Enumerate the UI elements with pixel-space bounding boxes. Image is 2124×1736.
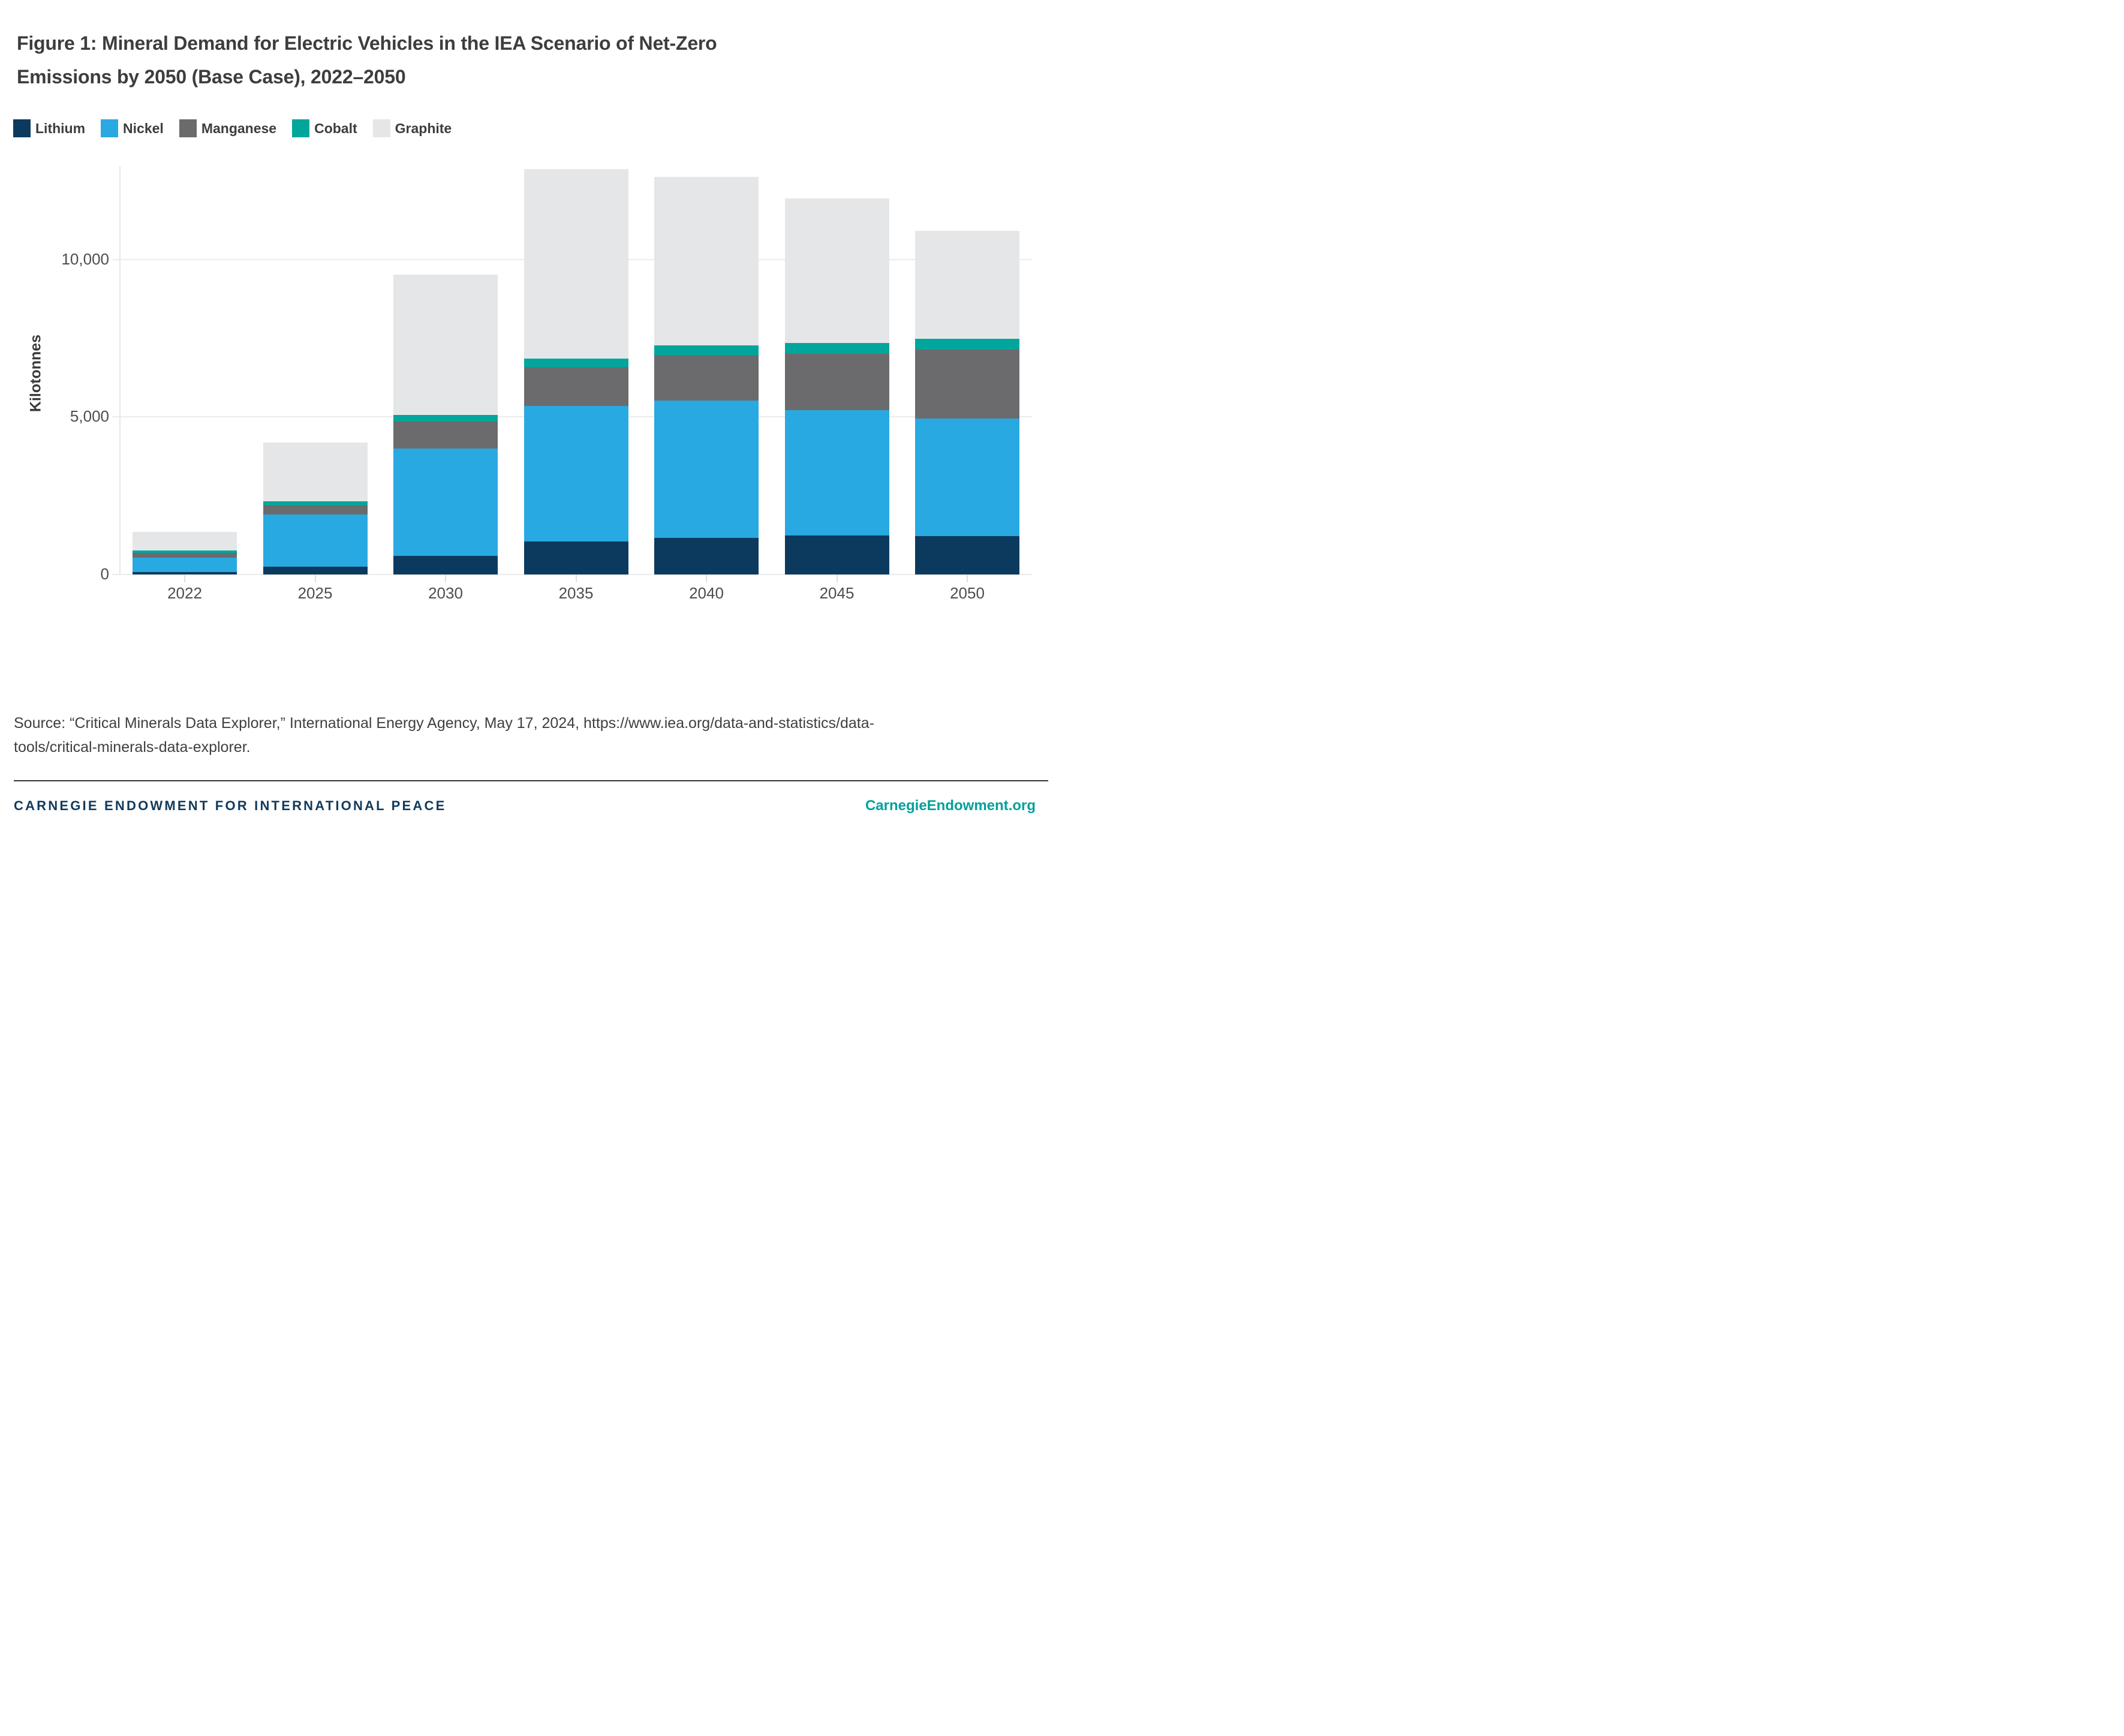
legend-swatch-nickel — [101, 119, 119, 137]
legend-item-graphite: Graphite — [372, 119, 452, 137]
x-tick-label-2030: 2030 — [428, 584, 463, 602]
source-line-1: Source: “Critical Minerals Data Explorer… — [14, 715, 874, 732]
footer-site-link[interactable]: CarnegieEndowment.org — [865, 798, 1036, 814]
chart: Kilotonnes 0 5,000 10,000 2022 2025 2030 2035 2… — [0, 0, 1062, 868]
bar-segment-cobalt-2035 — [524, 358, 628, 367]
bar-segment-graphite-2025 — [263, 442, 368, 501]
x-tick-2030 — [445, 574, 446, 582]
x-tick-2035 — [575, 574, 577, 582]
bar-segment-cobalt-2030 — [393, 414, 498, 422]
bar-segment-graphite-2045 — [784, 198, 889, 344]
source-line-2: tools/critical-minerals-data-explorer. — [14, 739, 251, 756]
bar-column-2022 — [133, 166, 237, 574]
x-tick-label-2040: 2040 — [689, 584, 724, 602]
bar-segment-nickel-2025 — [263, 514, 368, 567]
bar-segment-cobalt-2040 — [654, 345, 759, 355]
bar-segment-cobalt-2050 — [915, 339, 1019, 350]
bar-segment-graphite-2040 — [654, 177, 759, 346]
x-tick-2022 — [184, 574, 185, 582]
bar-segment-graphite-2050 — [915, 230, 1019, 339]
bar-segment-nickel-2050 — [915, 419, 1019, 537]
bar-segment-graphite-2030 — [393, 274, 498, 415]
legend-label: Graphite — [395, 120, 452, 136]
bar-segment-manganese-2045 — [784, 353, 889, 411]
gridline-0 — [112, 574, 1032, 575]
x-tick-label-2045: 2045 — [819, 584, 855, 602]
bar-column-2035 — [524, 166, 628, 574]
bar-column-2050 — [915, 166, 1019, 574]
bar-segment-cobalt-2045 — [784, 343, 889, 354]
x-tick-label-2050: 2050 — [950, 584, 985, 602]
bar-segment-lithium-2022 — [133, 572, 237, 574]
bar-column-2045 — [784, 166, 889, 574]
bar-segment-nickel-2030 — [393, 449, 498, 556]
x-tick-label-2025: 2025 — [297, 584, 333, 602]
title-line-1: Figure 1: Mineral Demand for Electric Ve… — [17, 32, 717, 54]
legend-label: Cobalt — [314, 120, 357, 136]
bar-segment-manganese-2030 — [393, 421, 498, 449]
chart-legend: Lithium Nickel Manganese Cobalt Graphite — [13, 119, 467, 137]
bar-segment-graphite-2035 — [524, 169, 628, 359]
legend-label: Lithium — [35, 120, 86, 136]
bar-segment-nickel-2040 — [654, 401, 759, 538]
source-note: Source: “Critical Minerals Data Explorer… — [14, 711, 1033, 759]
legend-swatch-lithium — [13, 119, 31, 137]
legend-swatch-cobalt — [292, 119, 310, 137]
bar-segment-lithium-2045 — [784, 535, 889, 574]
bar-segment-graphite-2022 — [133, 532, 237, 550]
bar-segment-lithium-2030 — [393, 556, 498, 574]
x-tick-2025 — [314, 574, 316, 582]
title-line-2: Emissions by 2050 (Base Case), 2022–2050 — [17, 66, 406, 88]
legend-item-cobalt: Cobalt — [292, 119, 357, 137]
page-title: Figure 1: Mineral Demand for Electric Ve… — [17, 26, 1024, 94]
bar-segment-nickel-2035 — [524, 405, 628, 541]
legend-item-nickel: Nickel — [101, 119, 164, 137]
bar-segment-lithium-2035 — [524, 541, 628, 574]
bar-column-2040 — [654, 166, 759, 574]
bar-column-2030 — [393, 166, 498, 574]
x-tick-2050 — [967, 574, 968, 582]
bar-segment-manganese-2050 — [915, 349, 1019, 419]
bar-column-2025 — [263, 166, 368, 574]
legend-item-manganese: Manganese — [179, 119, 276, 137]
bar-segment-lithium-2025 — [263, 567, 368, 574]
x-tick-label-2022: 2022 — [167, 584, 202, 602]
figure-page: Figure 1: Mineral Demand for Electric Ve… — [0, 0, 1062, 868]
bar-segment-cobalt-2022 — [133, 550, 237, 553]
legend-swatch-manganese — [179, 119, 197, 137]
bar-segment-manganese-2040 — [654, 354, 759, 401]
legend-swatch-graphite — [372, 119, 390, 137]
x-tick-2045 — [836, 574, 838, 582]
bar-segment-nickel-2022 — [133, 558, 237, 573]
bar-segment-lithium-2040 — [654, 537, 759, 574]
x-tick-2040 — [706, 574, 707, 582]
legend-label: Manganese — [201, 120, 277, 136]
footer-org: CARNEGIE ENDOWMENT FOR INTERNATIONAL PEA… — [14, 798, 447, 813]
bar-segment-manganese-2022 — [133, 552, 237, 558]
x-tick-label-2035: 2035 — [558, 584, 594, 602]
y-tick-label: 10,000 — [61, 249, 109, 268]
bar-segment-lithium-2050 — [915, 536, 1019, 574]
y-axis-line — [119, 166, 121, 574]
bar-segment-manganese-2035 — [524, 367, 628, 406]
bar-segment-manganese-2025 — [263, 505, 368, 515]
bar-segment-cobalt-2025 — [263, 501, 368, 506]
y-tick-label: 5,000 — [70, 407, 109, 426]
bar-segment-nickel-2045 — [784, 410, 889, 535]
legend-item-lithium: Lithium — [13, 119, 85, 137]
legend-label: Nickel — [123, 120, 164, 136]
y-tick-label: 0 — [100, 565, 109, 583]
footer-divider — [14, 780, 1048, 781]
